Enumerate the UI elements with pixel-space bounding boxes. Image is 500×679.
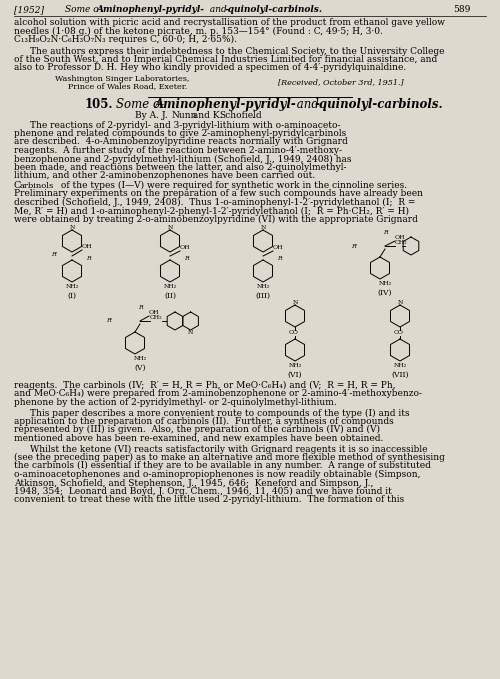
Text: Nunn: Nunn [172,111,198,120]
Text: been made, and reactions between the latter, and also 2-quinolylmethyl-: been made, and reactions between the lat… [14,163,346,172]
Text: described (Schofield, J., 1949, 2408).  Thus 1-o-aminophenyl-1-2′-pyridylethanol: described (Schofield, J., 1949, 2408). T… [14,198,415,207]
Text: application to the preparation of carbinols (II).  Further, a synthesis of compo: application to the preparation of carbin… [14,417,394,426]
Text: Aminophenyl-pyridyl-: Aminophenyl-pyridyl- [155,98,297,111]
Text: OH: OH [273,245,283,250]
Text: mentioned above has been re-examined, and new examples have been obtained.: mentioned above has been re-examined, an… [14,434,384,443]
Text: (IV): (IV) [378,289,392,297]
Text: Washington Singer Laboratories,: Washington Singer Laboratories, [55,75,190,83]
Text: OH: OH [395,235,406,240]
Text: 589: 589 [453,5,470,14]
Text: CH₂: CH₂ [150,315,162,320]
Text: R': R' [52,251,58,257]
Text: reagents.  The carbinols (IV;  R′ = H, R = Ph, or MeO·C₆H₄) and (V;  R = H, R = : reagents. The carbinols (IV; R′ = H, R =… [14,381,396,390]
Text: R: R [86,255,91,261]
Text: needles (1·08 g.) of the ketone picrate, m. p. 153—154° (Found : C, 49·5; H, 3·0: needles (1·08 g.) of the ketone picrate,… [14,26,383,35]
Text: the carbinols (I) essential if they are to be available in any number.  A range : the carbinols (I) essential if they are … [14,461,431,471]
Text: alcohol solution with picric acid and recrystallisation of the product from etha: alcohol solution with picric acid and re… [14,18,445,27]
Text: The reactions of 2-pyridyl- and 3-pyridyl-lithium with o-aminoaceto-: The reactions of 2-pyridyl- and 3-pyridy… [30,120,340,130]
Text: and: and [207,5,230,14]
Text: NH₂: NH₂ [394,363,406,368]
Text: (I): (I) [68,292,76,300]
Text: represented by (III) is given.  Also, the preparation of the carbinols (IV) and : represented by (III) is given. Also, the… [14,425,380,435]
Text: [1952]: [1952] [14,5,44,14]
Text: The authors express their indebtedness to the Chemical Society, to the Universit: The authors express their indebtedness t… [30,46,444,56]
Text: phenone and related compounds to give 2-aminophenyl-pyridylcarbinols: phenone and related compounds to give 2-… [14,129,346,138]
Text: Some o-: Some o- [65,5,102,14]
Text: and MeO·C₆H₄) were prepared from 2-aminobenzophenone or 2-amino-4′-methoxybenzo-: and MeO·C₆H₄) were prepared from 2-amino… [14,389,422,399]
Text: R': R' [106,318,113,323]
Text: Schofield: Schofield [219,111,262,120]
Text: R: R [277,255,282,261]
Text: 105.: 105. [85,98,114,111]
Text: N: N [292,300,298,305]
Text: NH₂: NH₂ [256,284,270,289]
Text: OH: OH [82,244,92,249]
Text: (V): (V) [134,364,146,372]
Text: Preliminary experiments on the preparation of a few such compounds have already : Preliminary experiments on the preparati… [14,189,423,198]
Text: R: R [382,230,388,235]
Text: Some o-: Some o- [116,98,164,111]
Text: convenient to treat these with the little used 2-pyridyl-lithium.  The formation: convenient to treat these with the littl… [14,496,404,504]
Text: (VII): (VII) [391,371,409,379]
Text: N: N [168,225,172,230]
Text: and: and [293,98,322,111]
Text: were obtained by treating 2-o-aminobenzoylpyridine (VI) with the appropriate Gri: were obtained by treating 2-o-aminobenzo… [14,215,418,224]
Text: C₁₃H₉O₂N·C₆H₃O₇N₃ requires C, 60·0; H, 2·65%).: C₁₃H₉O₂N·C₆H₃O₇N₃ requires C, 60·0; H, 2… [14,35,237,44]
Text: Aminophenyl-pyridyl-: Aminophenyl-pyridyl- [97,5,205,14]
Text: Me, R′ = H) and 1-o-aminophenyl-2-phenyl-1-2′-pyridylethanol (I;  R = Ph·CH₂, R′: Me, R′ = H) and 1-o-aminophenyl-2-phenyl… [14,206,409,215]
Text: This paper describes a more convenient route to compounds of the type (I) and it: This paper describes a more convenient r… [30,408,409,418]
Text: (VI): (VI) [288,371,302,379]
Text: (II): (II) [164,292,176,300]
Text: OH: OH [180,245,190,250]
Text: phenone by the action of 2-pyridylmethyl- or 2-quinolylmethyl-lithium.: phenone by the action of 2-pyridylmethyl… [14,398,337,407]
Text: N: N [398,300,402,305]
Text: NH₂: NH₂ [164,284,176,289]
Text: N: N [188,330,194,335]
Text: NH₂: NH₂ [378,281,392,286]
Text: benzophenone and 2-pyridylmethyl-lithium (Schofield, J., 1949, 2408) has: benzophenone and 2-pyridylmethyl-lithium… [14,154,351,164]
Text: C: C [14,181,22,190]
Text: Prince of Wales Road, Exeter.: Prince of Wales Road, Exeter. [68,82,187,90]
Text: arbinols: arbinols [20,182,54,190]
Text: (see the preceding paper) as to make an alternative and more flexible method of : (see the preceding paper) as to make an … [14,453,445,462]
Text: N: N [70,225,74,230]
Text: Atkinson, Schofield, and Stephenson, J., 1945, 646;  Keneford and Simpson, J.,: Atkinson, Schofield, and Stephenson, J.,… [14,479,374,488]
Text: (III): (III) [256,292,270,300]
Text: o-aminoacetophenones and o-aminopropiophenones is now readily obtainable (Simpso: o-aminoacetophenones and o-aminopropioph… [14,470,420,479]
Text: N: N [260,225,266,230]
Text: .: . [251,111,254,120]
Text: NH₂: NH₂ [288,363,302,368]
Text: CO: CO [394,331,404,335]
Text: NH₂: NH₂ [134,356,146,361]
Text: R: R [138,305,142,310]
Text: NH₂: NH₂ [66,284,78,289]
Text: By A. J.: By A. J. [135,111,170,120]
Text: are described.  4-o-Aminobenzoylpyridine reacts normally with Grignard: are described. 4-o-Aminobenzoylpyridine … [14,138,348,147]
Text: CH₂: CH₂ [395,240,407,245]
Text: 1948, 354;  Leonard and Boyd, J. Org. Chem., 1946, 11, 405) and we have found it: 1948, 354; Leonard and Boyd, J. Org. Che… [14,487,392,496]
Text: of the South West, and to Imperial Chemical Industries Limited for financial ass: of the South West, and to Imperial Chemi… [14,55,437,64]
Text: R': R' [352,244,358,249]
Text: R: R [184,255,189,261]
Text: [Received, October 3rd, 1951.]: [Received, October 3rd, 1951.] [278,79,404,86]
Text: lithium, and other 2-aminobenzophenones have been carried out.: lithium, and other 2-aminobenzophenones … [14,172,316,181]
Text: reagents.  A further study of the reaction between 2-amino-4′-methoxy-: reagents. A further study of the reactio… [14,146,342,155]
Text: -quinolyl-carbinols.: -quinolyl-carbinols. [225,5,323,14]
Text: -quinolyl-carbinols.: -quinolyl-carbinols. [315,98,444,111]
Text: Whilst the ketone (VI) reacts satisfactorily with Grignard reagents it is so ina: Whilst the ketone (VI) reacts satisfacto… [30,444,427,454]
Text: OH: OH [149,310,160,315]
Text: and K.: and K. [190,111,226,120]
Text: also to Professor D. H. Hey who kindly provided a specimen of 4-4′-pyridylquinal: also to Professor D. H. Hey who kindly p… [14,64,406,73]
Text: of the types (I—V) were required for synthetic work in the cinnoline series.: of the types (I—V) were required for syn… [58,181,407,190]
Text: CO: CO [289,331,299,335]
